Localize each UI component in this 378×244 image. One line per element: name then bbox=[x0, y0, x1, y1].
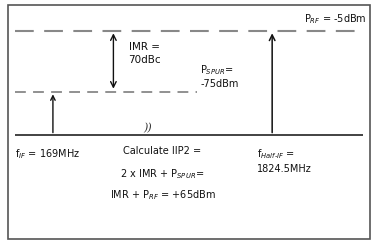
Text: 2 x IMR + P$_{SPUR}$=: 2 x IMR + P$_{SPUR}$= bbox=[121, 167, 204, 181]
Text: IMR =
70dBc: IMR = 70dBc bbox=[129, 42, 161, 65]
Text: f$_{Half\text{-}IF}$ =
1824.5MHz: f$_{Half\text{-}IF}$ = 1824.5MHz bbox=[257, 148, 312, 174]
Text: Calculate IIP2 =: Calculate IIP2 = bbox=[124, 146, 201, 156]
Text: P$_{SPUR}$=
-75dBm: P$_{SPUR}$= -75dBm bbox=[200, 63, 239, 89]
Text: P$_{RF}$ = -5dBm: P$_{RF}$ = -5dBm bbox=[304, 12, 367, 26]
Text: IMR + P$_{RF}$ = +65dBm: IMR + P$_{RF}$ = +65dBm bbox=[110, 188, 215, 202]
Text: f$_{IF}$ = 169MHz: f$_{IF}$ = 169MHz bbox=[15, 148, 80, 162]
Text: )): )) bbox=[143, 123, 152, 133]
